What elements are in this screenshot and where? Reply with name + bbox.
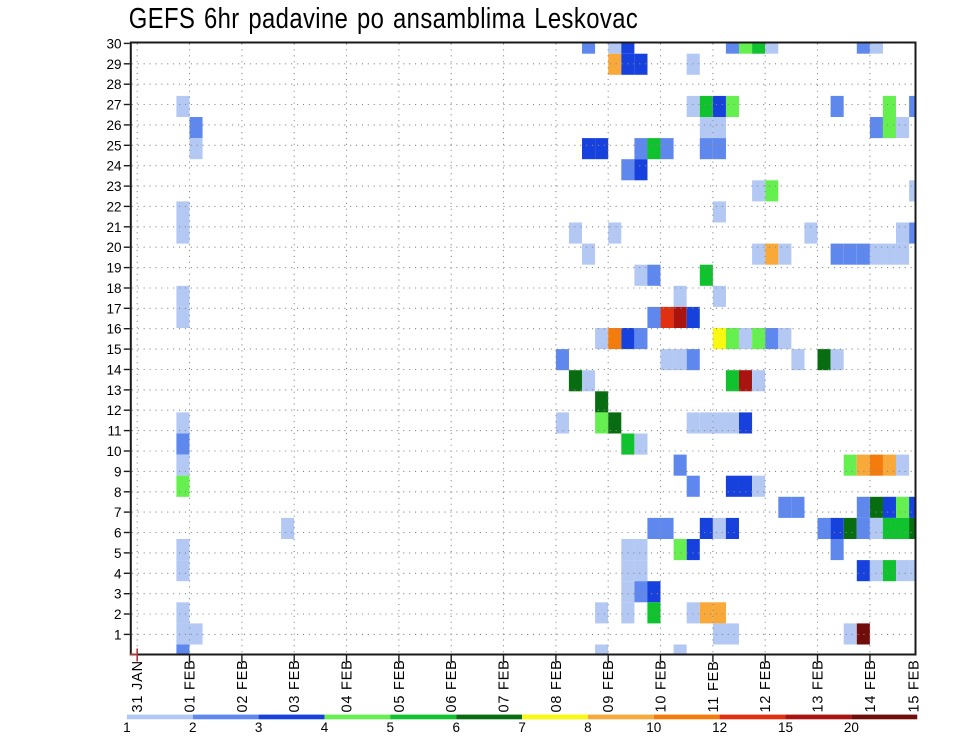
svg-text:7: 7: [114, 505, 122, 520]
svg-text:2: 2: [189, 720, 197, 735]
svg-text:18: 18: [106, 281, 121, 296]
svg-text:12 FEB: 12 FEB: [758, 659, 774, 712]
svg-text:9: 9: [114, 464, 122, 479]
svg-text:12: 12: [106, 403, 121, 418]
svg-text:5: 5: [387, 720, 395, 735]
svg-text:14: 14: [106, 363, 122, 378]
svg-text:21: 21: [106, 220, 121, 235]
svg-text:10 FEB: 10 FEB: [654, 659, 670, 712]
svg-text:04 FEB: 04 FEB: [340, 659, 356, 712]
svg-text:07 FEB: 07 FEB: [497, 659, 513, 712]
svg-text:08 FEB: 08 FEB: [549, 659, 565, 712]
svg-text:12: 12: [712, 720, 727, 735]
svg-text:8: 8: [114, 485, 122, 500]
svg-text:3: 3: [255, 720, 263, 735]
svg-text:4: 4: [114, 566, 122, 581]
svg-text:10: 10: [646, 720, 661, 735]
svg-text:29: 29: [106, 57, 121, 72]
svg-text:26: 26: [106, 118, 121, 133]
svg-text:09 FEB: 09 FEB: [601, 659, 617, 712]
svg-text:31 JAN: 31 JAN: [130, 660, 146, 712]
svg-text:20: 20: [106, 240, 121, 255]
svg-text:17: 17: [106, 301, 121, 316]
svg-text:25: 25: [106, 138, 121, 153]
svg-text:15 FEB: 15 FEB: [907, 659, 923, 712]
svg-text:22: 22: [106, 199, 121, 214]
svg-text:03 FEB: 03 FEB: [287, 659, 303, 712]
svg-text:02 FEB: 02 FEB: [235, 659, 251, 712]
svg-text:01 FEB: 01 FEB: [183, 659, 199, 712]
svg-text:GEFS 6hr padavine po ansamblim: GEFS 6hr padavine po ansamblima Leskovac: [129, 2, 638, 35]
svg-text:23: 23: [106, 179, 121, 194]
svg-text:5: 5: [114, 546, 122, 561]
svg-text:13: 13: [106, 383, 121, 398]
svg-text:05 FEB: 05 FEB: [392, 659, 408, 712]
svg-text:27: 27: [106, 98, 121, 113]
svg-text:15: 15: [778, 720, 793, 735]
svg-text:6: 6: [114, 526, 122, 541]
svg-text:16: 16: [106, 322, 121, 337]
svg-text:6: 6: [452, 720, 460, 735]
svg-text:1: 1: [114, 627, 122, 642]
svg-text:13 FEB: 13 FEB: [811, 659, 827, 712]
svg-text:10: 10: [106, 444, 121, 459]
svg-text:24: 24: [106, 159, 122, 174]
svg-text:14 FEB: 14 FEB: [863, 659, 879, 712]
svg-text:1: 1: [123, 720, 131, 735]
svg-text:2: 2: [114, 607, 122, 622]
svg-text:3: 3: [114, 587, 122, 602]
svg-text:7: 7: [518, 720, 526, 735]
svg-text:11 FEB: 11 FEB: [706, 660, 722, 712]
svg-text:15: 15: [106, 342, 121, 357]
svg-text:20: 20: [844, 720, 859, 735]
svg-text:19: 19: [106, 261, 121, 276]
svg-text:28: 28: [106, 77, 121, 92]
svg-text:4: 4: [321, 720, 329, 735]
svg-text:06 FEB: 06 FEB: [444, 659, 460, 712]
svg-text:8: 8: [584, 720, 592, 735]
svg-text:30: 30: [106, 36, 121, 51]
svg-text:11: 11: [107, 424, 121, 439]
